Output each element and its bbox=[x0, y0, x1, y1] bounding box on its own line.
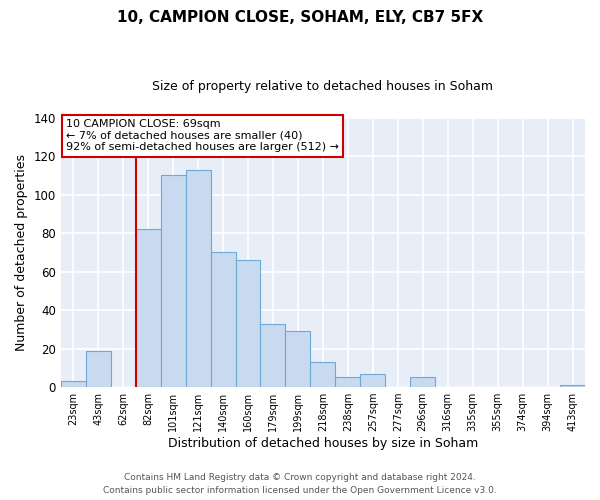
Bar bbox=[211, 252, 236, 387]
Title: Size of property relative to detached houses in Soham: Size of property relative to detached ho… bbox=[152, 80, 493, 93]
Text: Contains HM Land Registry data © Crown copyright and database right 2024.
Contai: Contains HM Land Registry data © Crown c… bbox=[103, 474, 497, 495]
Text: 10 CAMPION CLOSE: 69sqm
← 7% of detached houses are smaller (40)
92% of semi-det: 10 CAMPION CLOSE: 69sqm ← 7% of detached… bbox=[66, 119, 339, 152]
Bar bbox=[86, 350, 111, 387]
Bar bbox=[410, 378, 435, 387]
Y-axis label: Number of detached properties: Number of detached properties bbox=[15, 154, 28, 351]
X-axis label: Distribution of detached houses by size in Soham: Distribution of detached houses by size … bbox=[168, 437, 478, 450]
Bar bbox=[560, 385, 585, 387]
Bar bbox=[236, 260, 260, 387]
Bar bbox=[335, 378, 361, 387]
Bar bbox=[136, 230, 161, 387]
Bar bbox=[185, 170, 211, 387]
Bar bbox=[61, 382, 86, 387]
Bar bbox=[161, 176, 185, 387]
Text: 10, CAMPION CLOSE, SOHAM, ELY, CB7 5FX: 10, CAMPION CLOSE, SOHAM, ELY, CB7 5FX bbox=[117, 10, 483, 25]
Bar bbox=[260, 324, 286, 387]
Bar bbox=[361, 374, 385, 387]
Bar bbox=[310, 362, 335, 387]
Bar bbox=[286, 332, 310, 387]
